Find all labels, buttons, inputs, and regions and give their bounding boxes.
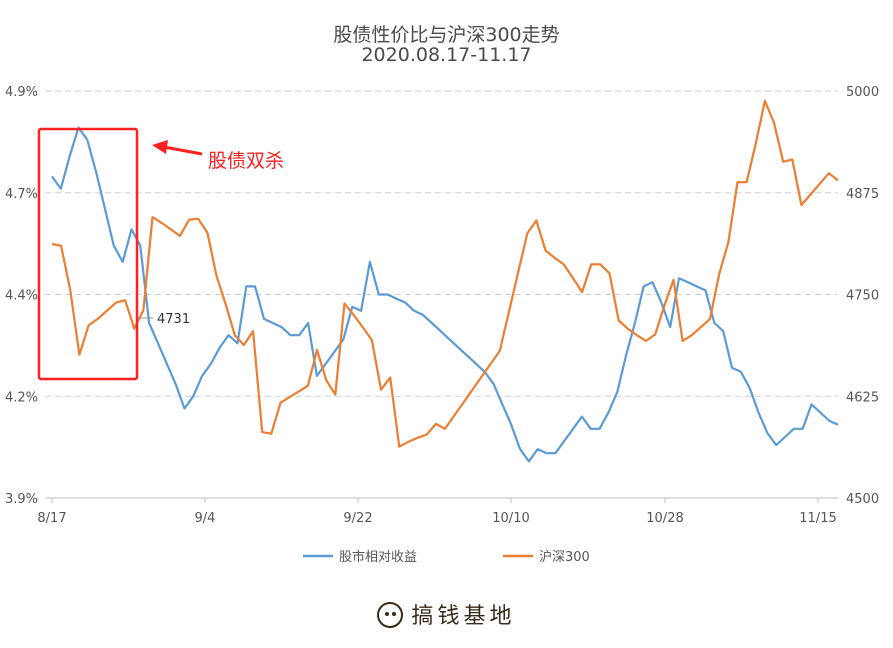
series-line-1: [51, 99, 839, 448]
highlight-box: [37, 127, 139, 381]
y-left-tick-label: 4.4%: [5, 289, 38, 304]
legend-label-1: 沪深300: [539, 549, 590, 565]
chart-subtitle: 2020.08.17-11.17: [361, 44, 532, 66]
y-right-tick-label: 4500: [846, 492, 879, 507]
annotation-text: 股债双杀: [208, 150, 284, 172]
y-right-tick-label: 4625: [846, 390, 879, 405]
arrow-shaft: [163, 145, 203, 156]
arrow-head: [152, 140, 168, 154]
brand-text: 搞钱基地: [411, 604, 516, 629]
legend-label-0: 股市相对收益: [339, 549, 417, 565]
x-tick-label: 8/17: [37, 511, 66, 526]
y-right-tick-label: 5000: [846, 85, 879, 100]
brand-footer: 搞钱基地: [0, 598, 893, 630]
x-tick-label: 11/15: [799, 511, 836, 526]
y-left-tick-label: 4.2%: [5, 390, 38, 405]
x-tick-label: 9/4: [195, 511, 216, 526]
y-right-tick-label: 4875: [846, 187, 879, 202]
x-tick-label: 9/22: [343, 511, 372, 526]
data-label: 4731: [157, 312, 190, 327]
x-tick-label: 10/28: [646, 511, 683, 526]
y-left-tick-label: 4.9%: [5, 85, 38, 100]
x-tick-label: 10/10: [492, 511, 529, 526]
chart-title: 股债性价比与沪深300走势: [333, 24, 560, 46]
cat-face-icon: [377, 602, 404, 628]
y-left-tick-label: 4.7%: [5, 187, 38, 202]
y-left-tick-label: 3.9%: [5, 492, 38, 507]
series-line-0: [51, 126, 839, 463]
y-right-tick-label: 4750: [846, 289, 879, 304]
